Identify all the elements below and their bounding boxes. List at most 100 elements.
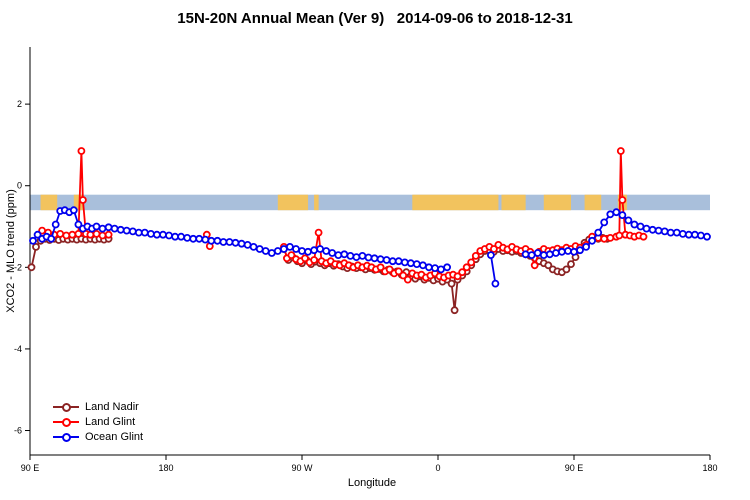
series-ocean-glint — [29, 206, 711, 288]
data-point — [98, 231, 107, 240]
y-tick-label: 2 — [17, 99, 22, 109]
x-tick-label: 180 — [158, 463, 173, 473]
data-point — [582, 242, 590, 251]
data-point — [110, 224, 119, 233]
data-point — [301, 254, 309, 263]
data-point — [642, 224, 651, 233]
map-band-ocean — [30, 194, 710, 211]
y-tick-label: -6 — [14, 426, 22, 436]
data-point — [533, 249, 542, 257]
data-point — [376, 263, 385, 272]
data-point — [453, 272, 462, 281]
legend-label: Ocean Glint — [85, 430, 144, 443]
land-nadir-symbol-icon — [53, 402, 79, 412]
data-point — [539, 251, 548, 260]
data-point — [399, 271, 408, 280]
x-tick-label: 90 E — [565, 463, 584, 473]
data-point — [364, 253, 373, 262]
data-point — [400, 258, 409, 267]
data-point — [691, 230, 699, 239]
x-tick-label: 90 E — [21, 463, 40, 473]
map-band-land — [501, 194, 526, 211]
data-point — [86, 230, 95, 239]
data-point — [104, 230, 113, 239]
map-band-land — [277, 194, 309, 211]
data-point — [104, 223, 113, 232]
data-point — [207, 236, 216, 245]
data-point — [62, 231, 71, 240]
data-point — [219, 238, 228, 246]
x-tick-label: 180 — [702, 463, 717, 473]
data-point — [47, 234, 56, 243]
data-point — [358, 251, 367, 260]
data-point — [567, 260, 575, 269]
data-point — [527, 251, 536, 260]
data-point — [394, 267, 403, 276]
data-point — [249, 242, 258, 251]
data-point — [334, 251, 343, 260]
data-point — [486, 251, 495, 260]
data-point — [684, 230, 693, 239]
data-point — [552, 249, 560, 257]
legend-item-land-nadir: Land Nadir — [53, 399, 143, 414]
data-point — [600, 218, 609, 227]
data-point — [92, 229, 101, 238]
data-point — [697, 231, 705, 240]
data-point — [165, 231, 173, 240]
data-point — [32, 242, 40, 251]
data-point — [56, 229, 65, 238]
data-point — [606, 233, 615, 242]
data-point — [615, 231, 624, 240]
chart-title: 15N-20N Annual Mean (Ver 9) 2014-09-06 t… — [177, 10, 573, 27]
data-point — [267, 249, 276, 257]
data-point — [588, 236, 596, 245]
data-point — [462, 263, 471, 272]
x-tick-label: 90 W — [291, 463, 313, 473]
y-tick-label: -4 — [14, 344, 22, 354]
data-point — [618, 196, 627, 204]
data-point — [639, 232, 648, 241]
data-point — [116, 225, 125, 234]
map-band-land — [73, 194, 83, 211]
data-point — [152, 230, 161, 239]
data-point — [576, 246, 584, 255]
data-point — [412, 260, 421, 269]
data-point — [195, 234, 204, 243]
data-point — [564, 247, 572, 255]
data-point — [310, 246, 319, 255]
data-point — [544, 261, 553, 270]
data-point — [382, 256, 391, 264]
data-point — [545, 250, 554, 259]
data-point — [310, 256, 319, 264]
data-point — [703, 232, 711, 241]
data-point — [225, 238, 234, 246]
legend: Land Nadir Land Glint Ocean Glint — [53, 399, 143, 444]
map-band-land — [40, 194, 58, 211]
data-point — [287, 251, 296, 260]
legend-item-ocean-glint: Ocean Glint — [53, 429, 143, 444]
data-point — [376, 255, 385, 264]
data-point — [521, 250, 530, 259]
legend-label: Land Nadir — [85, 400, 139, 413]
map-band-land — [584, 194, 602, 211]
data-point — [471, 251, 480, 260]
data-point — [654, 226, 663, 235]
data-point — [74, 229, 83, 238]
data-point — [406, 259, 415, 268]
data-point — [403, 275, 412, 284]
legend-label: Land Glint — [85, 415, 136, 428]
data-point — [98, 224, 107, 233]
data-point — [79, 196, 87, 204]
data-point — [660, 227, 669, 236]
data-point — [328, 249, 337, 257]
data-point — [618, 211, 627, 220]
data-point — [314, 228, 323, 237]
data-point — [530, 261, 539, 270]
data-point — [394, 257, 403, 266]
data-point — [255, 245, 264, 253]
data-point — [678, 229, 687, 238]
data-point — [29, 236, 37, 245]
data-point — [231, 238, 240, 247]
